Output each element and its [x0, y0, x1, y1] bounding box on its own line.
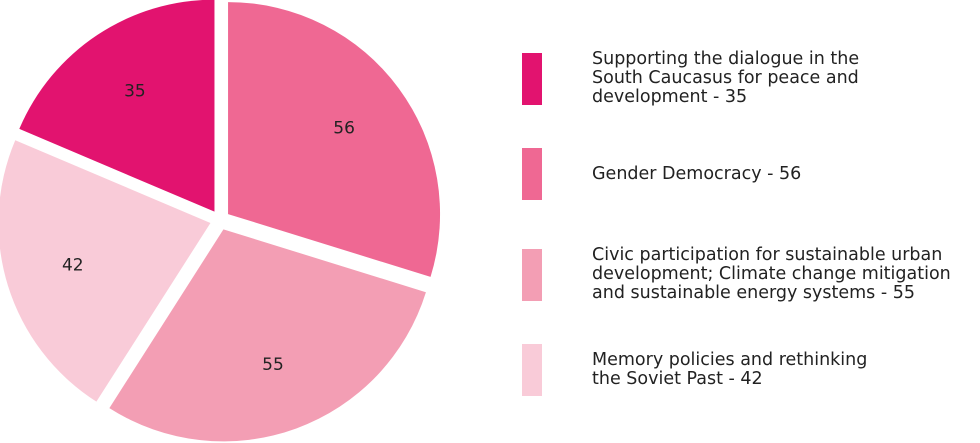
legend-label-gender-democracy: Gender Democracy - 56 [592, 163, 802, 184]
legend-swatch-civic-participation [522, 248, 542, 301]
pie-slice-label-dialogue: 35 [124, 81, 146, 101]
legend-label-memory-policies: Memory policies and rethinking the Sovie… [592, 350, 868, 389]
legend-swatch-gender-democracy [522, 148, 542, 200]
pie-slice-memory-policies [0, 140, 211, 402]
legend-label-dialogue: Supporting the dialogue in the South Cau… [592, 49, 860, 107]
legend-swatch-dialogue [522, 52, 542, 105]
pie-slice-label-gender-democracy: 56 [333, 119, 355, 139]
pie-slice-label-civic-participation: 55 [262, 355, 284, 375]
legend-item-gender-democracy: Gender Democracy - 56 [522, 148, 978, 200]
pie-slice-dialogue [19, 0, 215, 212]
pie-slice-gender-democracy [228, 2, 441, 277]
legend-item-civic-participation: Civic participation for sustainable urba… [522, 246, 978, 303]
pie-slice-civic-participation [109, 229, 426, 442]
legend-item-memory-policies: Memory policies and rethinking the Sovie… [522, 344, 978, 396]
legend-swatch-memory-policies [522, 344, 542, 396]
pie-chart: 56 55 42 35 [0, 0, 441, 442]
pie-slice-label-memory-policies: 42 [62, 256, 84, 276]
legend-item-dialogue: Supporting the dialogue in the South Cau… [522, 50, 978, 107]
legend-label-civic-participation: Civic participation for sustainable urba… [592, 245, 951, 303]
